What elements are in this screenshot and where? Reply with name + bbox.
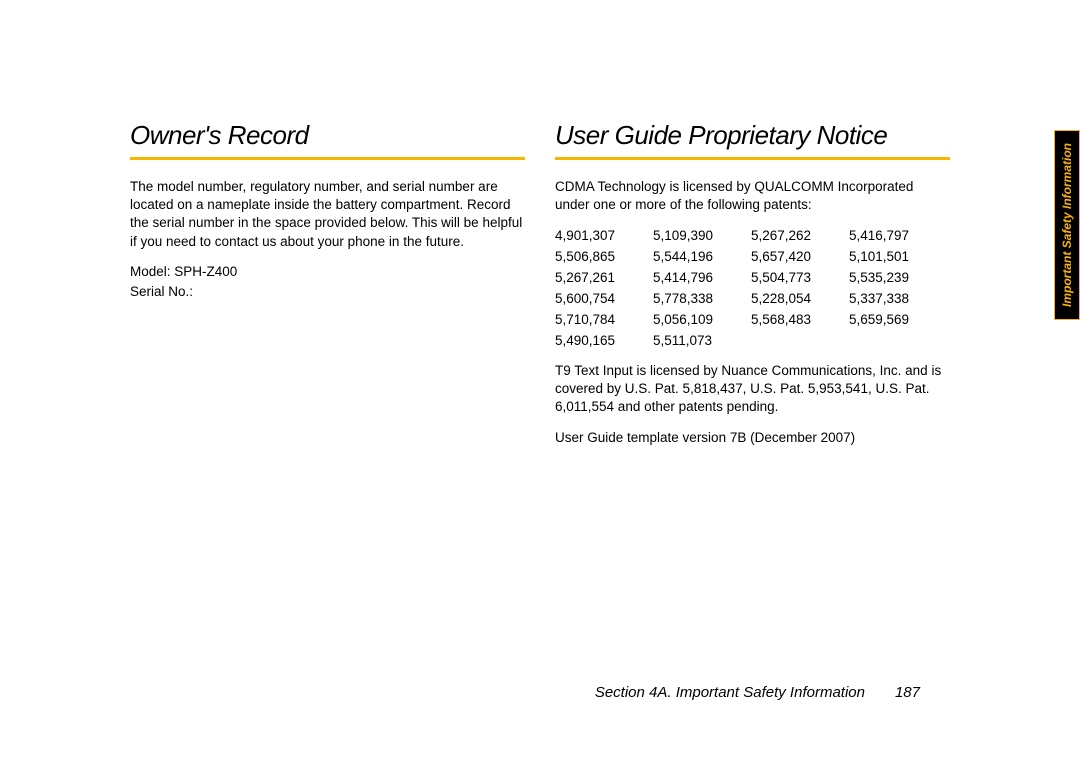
side-tab-label: Important Safety Information xyxy=(1060,143,1074,307)
patent-cell: 5,659,569 xyxy=(849,310,947,331)
table-row: 5,600,754 5,778,338 5,228,054 5,337,338 xyxy=(555,289,950,310)
page-number: 187 xyxy=(895,684,920,701)
patent-cell: 5,490,165 xyxy=(555,331,653,352)
page-footer: Section 4A. Important Safety Information… xyxy=(595,684,920,701)
table-row: 5,267,261 5,414,796 5,504,773 5,535,239 xyxy=(555,268,950,289)
patent-cell: 5,657,420 xyxy=(751,247,849,268)
patent-cell xyxy=(849,331,947,352)
divider-rule xyxy=(555,157,950,160)
t9-notice: T9 Text Input is licensed by Nuance Comm… xyxy=(555,362,950,417)
patent-cell: 5,506,865 xyxy=(555,247,653,268)
patent-cell: 5,511,073 xyxy=(653,331,751,352)
template-version: User Guide template version 7B (December… xyxy=(555,429,950,447)
left-column: Owner's Record The model number, regulat… xyxy=(130,120,525,459)
patent-table: 4,901,307 5,109,390 5,267,262 5,416,797 … xyxy=(555,226,950,352)
patent-cell: 5,416,797 xyxy=(849,226,947,247)
patent-cell: 4,901,307 xyxy=(555,226,653,247)
patent-cell: 5,267,262 xyxy=(751,226,849,247)
patent-cell: 5,778,338 xyxy=(653,289,751,310)
serial-line: Serial No.: xyxy=(130,283,525,301)
right-column: User Guide Proprietary Notice CDMA Techn… xyxy=(555,120,950,459)
owners-record-title: Owner's Record xyxy=(130,120,525,151)
patent-cell: 5,267,261 xyxy=(555,268,653,289)
table-row: 5,506,865 5,544,196 5,657,420 5,101,501 xyxy=(555,247,950,268)
two-column-layout: Owner's Record The model number, regulat… xyxy=(130,120,950,459)
cdma-intro: CDMA Technology is licensed by QUALCOMM … xyxy=(555,178,950,214)
patent-cell: 5,414,796 xyxy=(653,268,751,289)
proprietary-notice-title: User Guide Proprietary Notice xyxy=(555,120,950,151)
patent-cell: 5,101,501 xyxy=(849,247,947,268)
patent-cell: 5,568,483 xyxy=(751,310,849,331)
model-line: Model: SPH-Z400 xyxy=(130,263,525,281)
patent-cell: 5,544,196 xyxy=(653,247,751,268)
patent-cell: 5,056,109 xyxy=(653,310,751,331)
side-tab: Important Safety Information xyxy=(1054,130,1080,320)
table-row: 5,490,165 5,511,073 xyxy=(555,331,950,352)
footer-section: Section 4A. Important Safety Information xyxy=(595,684,865,701)
divider-rule xyxy=(130,157,525,160)
patent-cell xyxy=(751,331,849,352)
patent-cell: 5,109,390 xyxy=(653,226,751,247)
patent-cell: 5,710,784 xyxy=(555,310,653,331)
patent-cell: 5,535,239 xyxy=(849,268,947,289)
page-content: Owner's Record The model number, regulat… xyxy=(130,120,950,459)
patent-cell: 5,600,754 xyxy=(555,289,653,310)
patent-cell: 5,504,773 xyxy=(751,268,849,289)
owners-record-body: The model number, regulatory number, and… xyxy=(130,178,525,251)
table-row: 5,710,784 5,056,109 5,568,483 5,659,569 xyxy=(555,310,950,331)
table-row: 4,901,307 5,109,390 5,267,262 5,416,797 xyxy=(555,226,950,247)
patent-cell: 5,228,054 xyxy=(751,289,849,310)
patent-cell: 5,337,338 xyxy=(849,289,947,310)
